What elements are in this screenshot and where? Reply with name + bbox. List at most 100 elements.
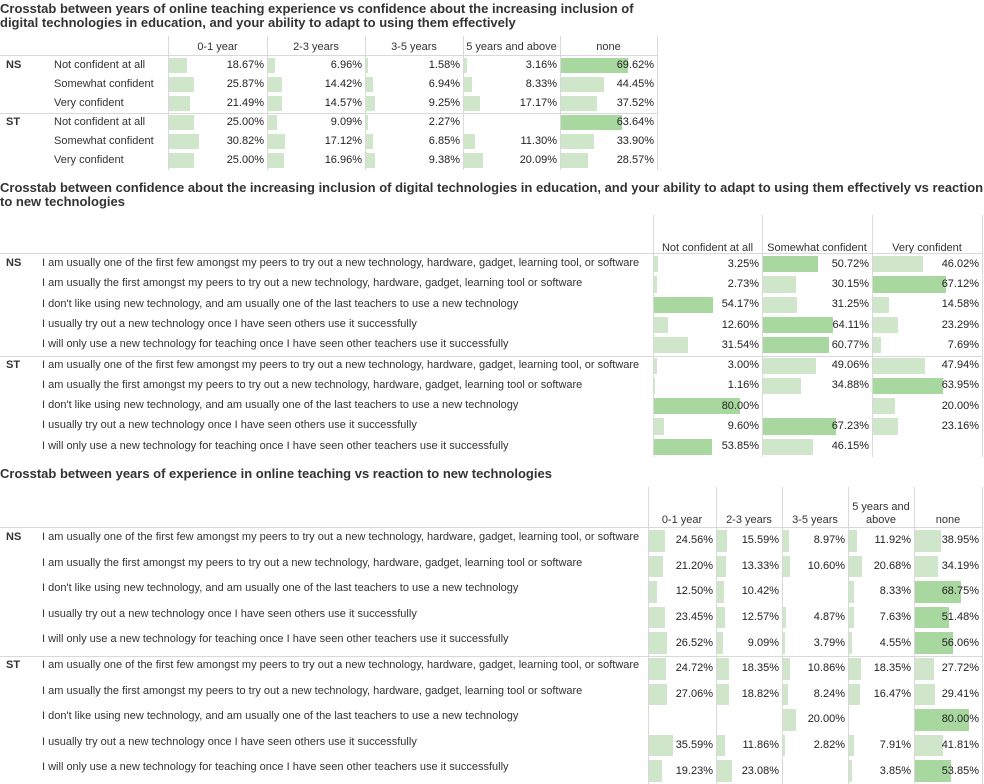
table-cell[interactable]: 67.12%	[873, 274, 982, 294]
column-header[interactable]: none	[560, 41, 657, 54]
table-cell[interactable]: 12.57%	[717, 605, 782, 631]
table-cell[interactable]: 23.29%	[873, 315, 982, 335]
table-cell[interactable]: 3.25%	[654, 254, 762, 274]
table-cell[interactable]: 9.60%	[654, 416, 762, 436]
table-cell[interactable]: 27.06%	[649, 682, 716, 708]
table-cell[interactable]: 50.72%	[763, 254, 872, 274]
table-cell[interactable]: 63.64%	[561, 113, 657, 132]
table-cell[interactable]: 8.97%	[783, 528, 848, 554]
table-cell[interactable]: 9.38%	[366, 151, 463, 170]
table-cell[interactable]: 46.02%	[873, 254, 982, 274]
table-cell[interactable]: 25.87%	[169, 75, 267, 94]
table-cell[interactable]: 23.45%	[649, 605, 716, 631]
column-header[interactable]: Somewhat confident	[762, 242, 872, 255]
table-cell[interactable]: 27.72%	[915, 656, 982, 682]
table-cell[interactable]: 67.23%	[763, 416, 872, 436]
table-cell[interactable]: 17.17%	[464, 94, 560, 113]
table-cell[interactable]: 24.56%	[649, 528, 716, 554]
table-cell[interactable]: 2.82%	[783, 733, 848, 759]
table-cell[interactable]: 26.52%	[649, 630, 716, 656]
table-cell[interactable]: 11.92%	[849, 528, 914, 554]
table-cell[interactable]: 11.30%	[464, 132, 560, 151]
table-cell[interactable]: 3.16%	[464, 56, 560, 75]
table-cell[interactable]: 9.25%	[366, 94, 463, 113]
table-cell[interactable]: 53.85%	[654, 437, 762, 457]
table-cell[interactable]	[783, 579, 848, 605]
table-cell[interactable]: 28.57%	[561, 151, 657, 170]
table-cell[interactable]: 6.85%	[366, 132, 463, 151]
table-cell[interactable]: 7.69%	[873, 335, 982, 355]
table-cell[interactable]: 7.91%	[849, 733, 914, 759]
table-cell[interactable]	[873, 437, 982, 457]
table-cell[interactable]	[649, 707, 716, 733]
table-cell[interactable]: 46.15%	[763, 437, 872, 457]
table-cell[interactable]: 7.63%	[849, 605, 914, 631]
column-header[interactable]: none	[914, 514, 982, 527]
table-cell[interactable]: 20.00%	[873, 396, 982, 416]
table-cell[interactable]: 31.25%	[763, 295, 872, 315]
table-cell[interactable]: 16.96%	[268, 151, 365, 170]
table-cell[interactable]: 9.09%	[268, 113, 365, 132]
table-cell[interactable]: 6.94%	[366, 75, 463, 94]
table-cell[interactable]: 12.50%	[649, 579, 716, 605]
table-cell[interactable]: 60.77%	[763, 335, 872, 355]
table-cell[interactable]: 31.54%	[654, 335, 762, 355]
table-cell[interactable]: 80.00%	[654, 396, 762, 416]
table-cell[interactable]: 69.62%	[561, 56, 657, 75]
table-cell[interactable]: 15.59%	[717, 528, 782, 554]
table-cell[interactable]: 47.94%	[873, 356, 982, 376]
table-cell[interactable]: 34.88%	[763, 376, 872, 396]
table-cell[interactable]: 49.06%	[763, 356, 872, 376]
table-cell[interactable]: 56.06%	[915, 630, 982, 656]
table-cell[interactable]: 3.79%	[783, 630, 848, 656]
table-cell[interactable]: 20.09%	[464, 151, 560, 170]
table-cell[interactable]	[783, 758, 848, 784]
table-cell[interactable]: 14.58%	[873, 295, 982, 315]
table-cell[interactable]: 2.73%	[654, 274, 762, 294]
column-header[interactable]: 3-5 years	[365, 41, 463, 54]
column-header[interactable]: Not confident at all	[653, 242, 762, 255]
table-cell[interactable]	[849, 707, 914, 733]
table-cell[interactable]	[717, 707, 782, 733]
column-header[interactable]: 0-1 year	[168, 41, 267, 54]
table-cell[interactable]: 3.00%	[654, 356, 762, 376]
table-cell[interactable]: 10.60%	[783, 554, 848, 580]
table-cell[interactable]: 18.67%	[169, 56, 267, 75]
table-cell[interactable]: 53.85%	[915, 758, 982, 784]
table-cell[interactable]: 10.86%	[783, 656, 848, 682]
table-cell[interactable]: 4.55%	[849, 630, 914, 656]
table-cell[interactable]: 2.27%	[366, 113, 463, 132]
table-cell[interactable]: 8.33%	[464, 75, 560, 94]
column-header[interactable]: 5 years and above	[848, 501, 914, 527]
column-header[interactable]: 3-5 years	[782, 514, 848, 527]
table-cell[interactable]: 20.00%	[783, 707, 848, 733]
table-cell[interactable]: 19.23%	[649, 758, 716, 784]
table-cell[interactable]: 38.95%	[915, 528, 982, 554]
table-cell[interactable]: 54.17%	[654, 295, 762, 315]
table-cell[interactable]: 10.42%	[717, 579, 782, 605]
table-cell[interactable]: 37.52%	[561, 94, 657, 113]
table-cell[interactable]: 12.60%	[654, 315, 762, 335]
table-cell[interactable]: 30.82%	[169, 132, 267, 151]
table-cell[interactable]: 18.35%	[849, 656, 914, 682]
column-header[interactable]: 2-3 years	[716, 514, 782, 527]
table-cell[interactable]: 24.72%	[649, 656, 716, 682]
table-cell[interactable]: 4.87%	[783, 605, 848, 631]
column-header[interactable]: 5 years and above	[463, 41, 560, 54]
table-cell[interactable]: 23.16%	[873, 416, 982, 436]
table-cell[interactable]: 44.45%	[561, 75, 657, 94]
table-cell[interactable]: 35.59%	[649, 733, 716, 759]
table-cell[interactable]: 29.41%	[915, 682, 982, 708]
table-cell[interactable]: 17.12%	[268, 132, 365, 151]
table-cell[interactable]: 23.08%	[717, 758, 782, 784]
table-cell[interactable]: 11.86%	[717, 733, 782, 759]
table-cell[interactable]: 14.42%	[268, 75, 365, 94]
table-cell[interactable]: 16.47%	[849, 682, 914, 708]
table-cell[interactable]: 6.96%	[268, 56, 365, 75]
table-cell[interactable]: 14.57%	[268, 94, 365, 113]
table-cell[interactable]: 21.49%	[169, 94, 267, 113]
table-cell[interactable]: 18.35%	[717, 656, 782, 682]
table-cell[interactable]: 64.11%	[763, 315, 872, 335]
table-cell[interactable]: 25.00%	[169, 151, 267, 170]
table-cell[interactable]	[464, 113, 560, 132]
